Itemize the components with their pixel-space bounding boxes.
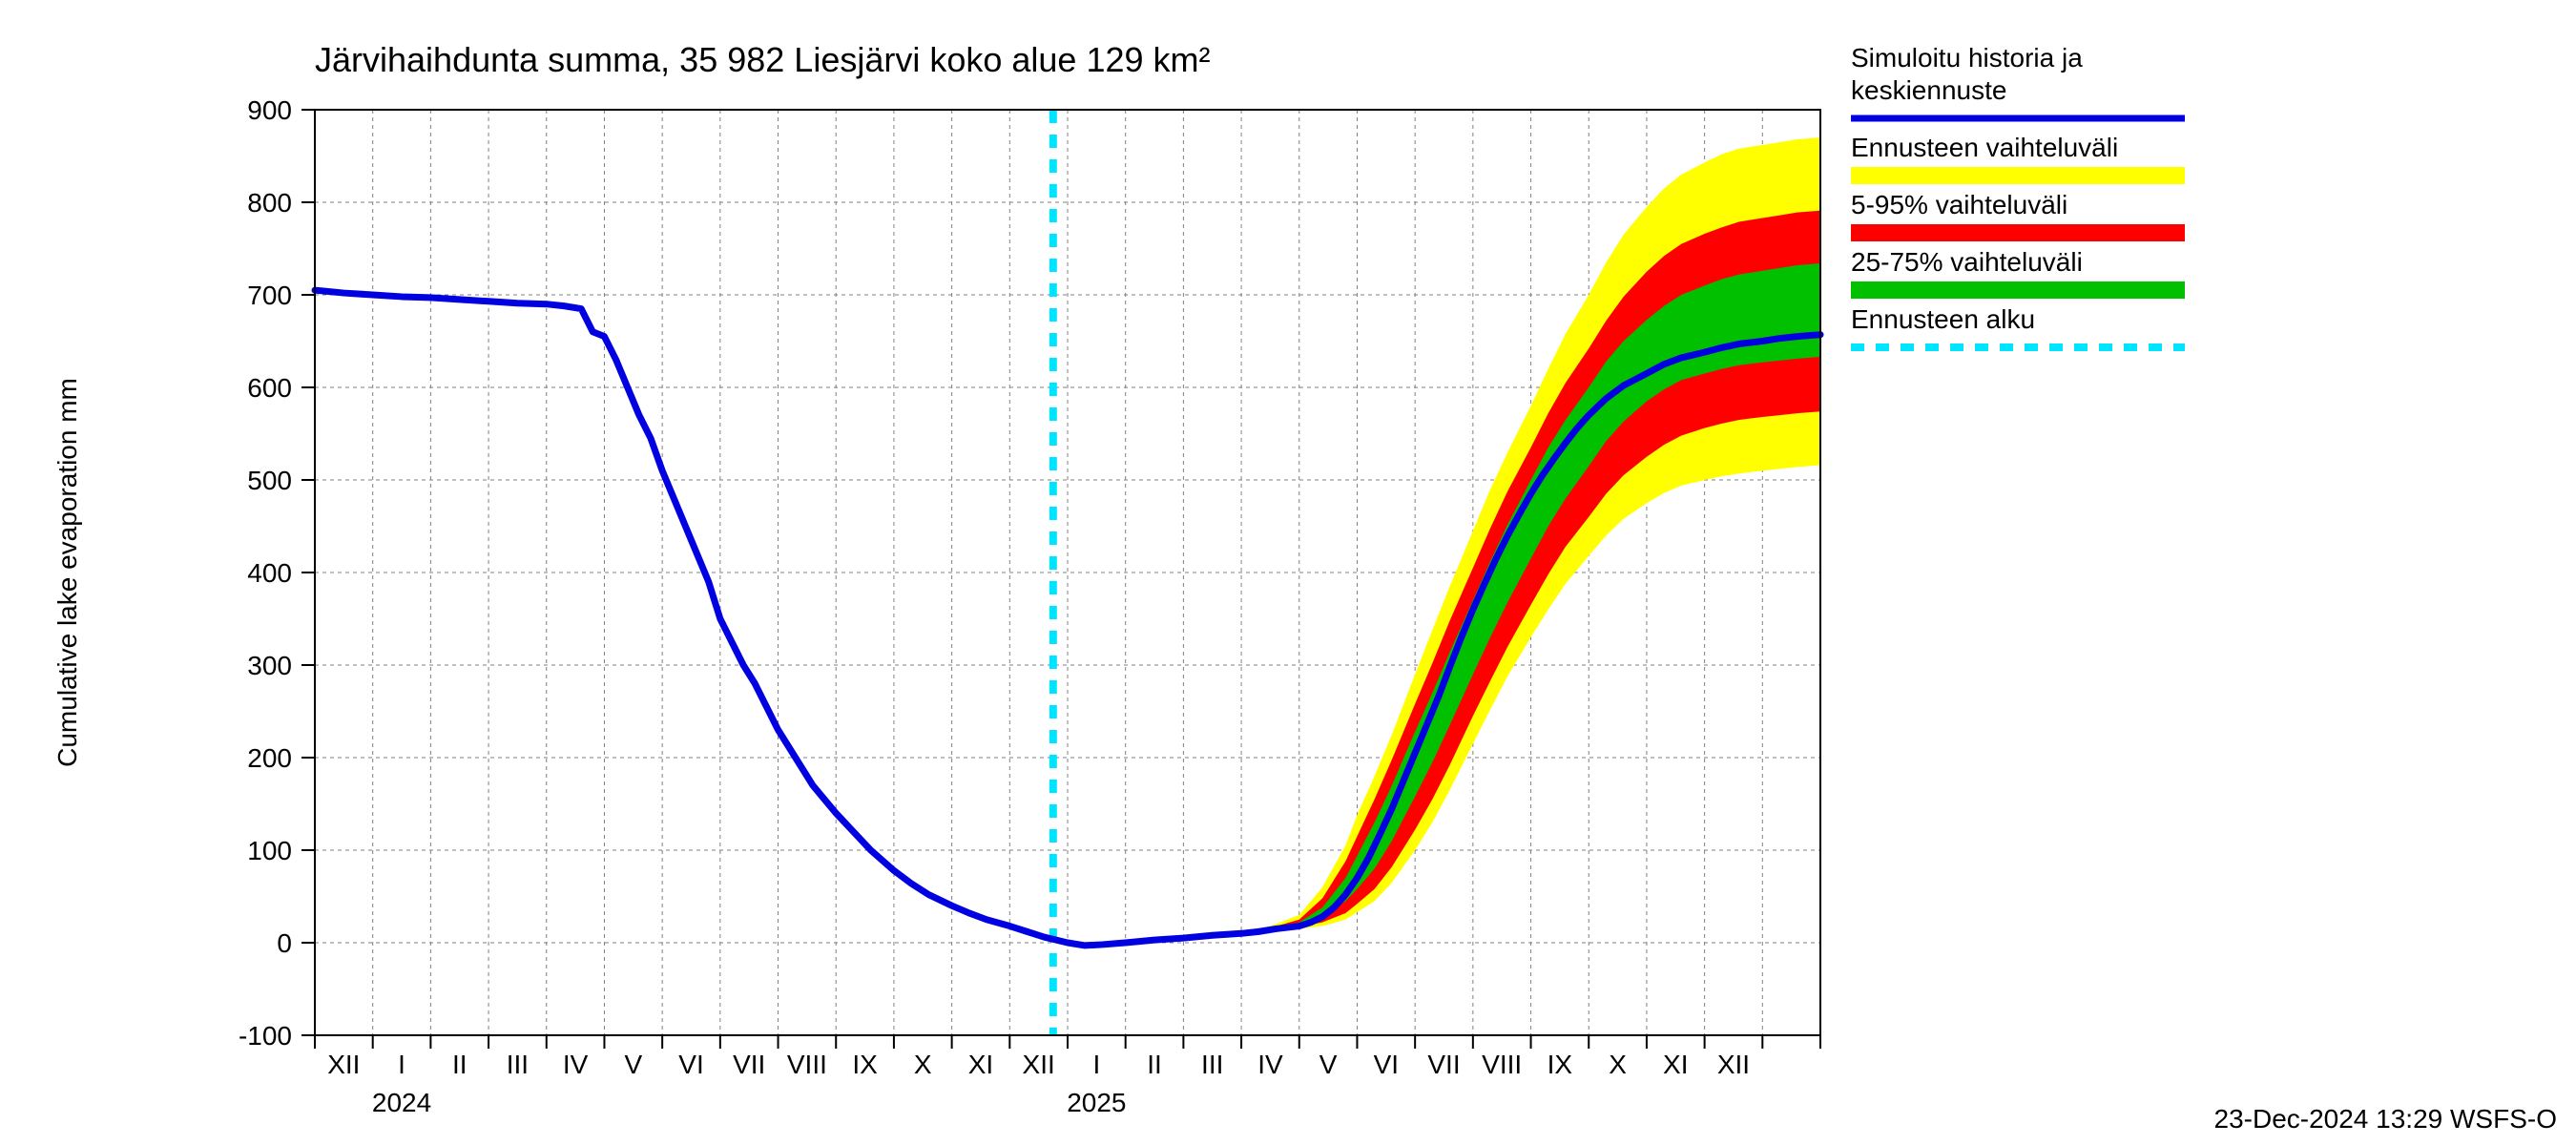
y-axis-label: Cumulative lake evaporation mm: [52, 378, 82, 767]
x-year-label: 2025: [1067, 1088, 1126, 1117]
y-tick-label: 700: [247, 281, 292, 310]
y-tick-label: 0: [277, 928, 292, 958]
y-tick-label: 800: [247, 188, 292, 218]
x-month-label: XI: [1663, 1050, 1688, 1079]
legend-label: 25-75% vaihteluväli: [1851, 247, 2083, 277]
legend-label: 5-95% vaihteluväli: [1851, 190, 2067, 219]
x-month-label: VIII: [787, 1050, 827, 1079]
x-month-label: VI: [678, 1050, 703, 1079]
x-month-label: XII: [1717, 1050, 1750, 1079]
legend-label: Ennusteen vaihteluväli: [1851, 133, 2118, 162]
y-tick-label: -100: [239, 1021, 292, 1051]
y-tick-label: 200: [247, 743, 292, 773]
x-month-label: VI: [1374, 1050, 1399, 1079]
x-month-label: III: [1201, 1050, 1223, 1079]
x-month-label: V: [1319, 1050, 1338, 1079]
legend-label: keskiennuste: [1851, 75, 2006, 105]
x-month-label: VII: [1427, 1050, 1460, 1079]
x-month-label: IX: [1548, 1050, 1573, 1079]
x-month-label: IX: [852, 1050, 878, 1079]
legend-label: Simuloitu historia ja: [1851, 43, 2083, 73]
chart-container: -1000100200300400500600700800900XIIIIIII…: [0, 0, 2576, 1145]
chart-footer: 23-Dec-2024 13:29 WSFS-O: [2214, 1104, 2558, 1134]
x-month-label: IV: [1257, 1050, 1283, 1079]
x-month-label: XI: [968, 1050, 993, 1079]
y-tick-label: 900: [247, 95, 292, 125]
x-month-label: IV: [563, 1050, 589, 1079]
x-month-label: I: [1092, 1050, 1100, 1079]
x-month-label: VII: [733, 1050, 765, 1079]
x-month-label: XII: [1023, 1050, 1055, 1079]
y-tick-label: 400: [247, 558, 292, 588]
y-tick-label: 300: [247, 651, 292, 680]
x-month-label: II: [452, 1050, 467, 1079]
chart-title: Järvihaihdunta summa, 35 982 Liesjärvi k…: [315, 40, 1211, 79]
y-tick-label: 100: [247, 836, 292, 865]
x-month-label: VIII: [1482, 1050, 1522, 1079]
x-month-label: X: [914, 1050, 932, 1079]
y-tick-label: 600: [247, 373, 292, 403]
x-month-label: XII: [327, 1050, 360, 1079]
y-tick-label: 500: [247, 466, 292, 495]
legend-swatch-band: [1851, 167, 2185, 184]
x-month-label: II: [1147, 1050, 1162, 1079]
chart-svg: -1000100200300400500600700800900XIIIIIII…: [0, 0, 2576, 1145]
legend-label: Ennusteen alku: [1851, 304, 2035, 334]
legend-swatch-band: [1851, 224, 2185, 241]
x-month-label: I: [398, 1050, 405, 1079]
x-month-label: X: [1609, 1050, 1627, 1079]
legend-swatch-band: [1851, 281, 2185, 299]
x-month-label: III: [507, 1050, 529, 1079]
x-month-label: V: [624, 1050, 642, 1079]
x-year-label: 2024: [372, 1088, 431, 1117]
